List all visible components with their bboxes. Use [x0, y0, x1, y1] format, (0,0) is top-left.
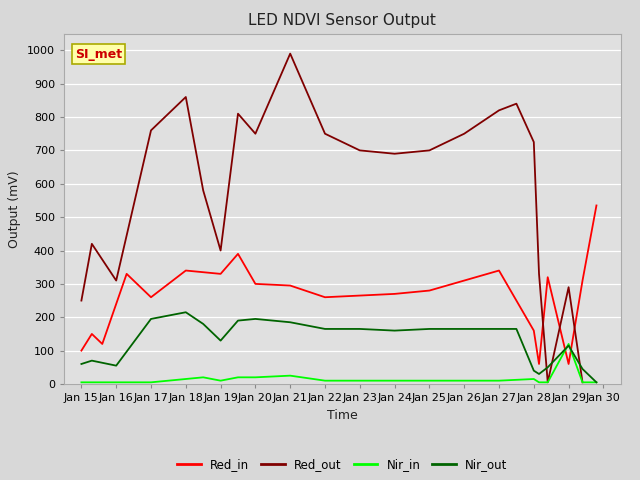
Legend: Red_in, Red_out, Nir_in, Nir_out: Red_in, Red_out, Nir_in, Nir_out — [172, 453, 513, 475]
Y-axis label: Output (mV): Output (mV) — [8, 170, 21, 248]
Text: SI_met: SI_met — [75, 48, 122, 60]
X-axis label: Time: Time — [327, 408, 358, 421]
Title: LED NDVI Sensor Output: LED NDVI Sensor Output — [248, 13, 436, 28]
